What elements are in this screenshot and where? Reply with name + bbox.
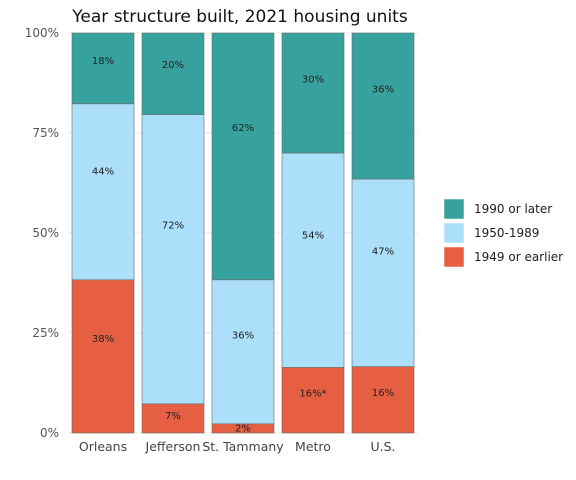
bar-segment-label: 30%: [302, 75, 324, 86]
bar-segment: [141, 114, 205, 405]
bar-segment-label: 36%: [372, 84, 394, 95]
y-tick-label: 75%: [32, 126, 59, 140]
bar-segment: [211, 279, 275, 425]
bar-segment: [71, 279, 135, 434]
x-category-label: U.S.: [370, 439, 395, 454]
bar-segment: [141, 32, 205, 115]
y-tick-label: 50%: [32, 226, 59, 240]
bar-segment: [281, 32, 345, 154]
bar-segment-label: 44%: [92, 167, 114, 178]
y-tick-label: 25%: [32, 326, 59, 340]
bar-segment-label: 16%*: [299, 388, 326, 399]
bar-segment-label: 38%: [92, 334, 114, 345]
bar-segment: [281, 367, 345, 434]
legend: 1990 or later 1950-1989 1949 or earlier: [443, 198, 563, 268]
bar-segment-label: 16%: [372, 388, 394, 399]
legend-label: 1950-1989: [474, 226, 539, 240]
legend-swatch: [443, 246, 465, 268]
chart-title: Year structure built, 2021 housing units: [71, 7, 408, 27]
x-category-label: Orleans: [79, 439, 127, 454]
bar-segment: [351, 32, 415, 180]
x-category-label: St. Tammany: [202, 439, 284, 454]
x-category-label: Jefferson: [145, 439, 201, 454]
x-category-label: Metro: [295, 439, 331, 454]
bar-segment: [351, 366, 415, 434]
legend-label: 1990 or later: [474, 202, 552, 216]
bar-segment-label: 72%: [162, 220, 184, 231]
y-tick-label: 100%: [25, 26, 59, 40]
bar-segment-label: 18%: [92, 56, 114, 67]
bar-segment: [71, 103, 135, 281]
bar-segment: [211, 32, 275, 281]
bars: 38% 44% 18% 7% 72% 20% 2% 36% 62% 16%* 54% 30% 16% 47…: [71, 32, 415, 435]
bar-segment: [71, 32, 135, 105]
bar-segment-label: 7%: [165, 411, 181, 422]
legend-swatch: [443, 222, 465, 244]
x-axis-categories: Orleans Jefferson St. Tammany Metro U.S.: [79, 439, 396, 454]
bar-segment: [141, 403, 205, 434]
legend-label: 1949 or earlier: [474, 250, 563, 264]
legend-swatch: [443, 198, 465, 220]
bar-segment-label: 36%: [232, 331, 254, 342]
bar-segment-label: 54%: [302, 230, 324, 241]
bar-segment-label: 47%: [372, 246, 394, 257]
bar-segment-label: 62%: [232, 123, 254, 134]
y-axis-ticks: 0% 25% 50% 75% 100%: [25, 26, 59, 440]
bar-segment-label: 20%: [162, 60, 184, 71]
y-tick-label: 0%: [40, 426, 59, 440]
bar-segment: [281, 152, 345, 368]
bar-segment: [351, 178, 415, 367]
bar-segment-label: 2%: [235, 424, 251, 435]
